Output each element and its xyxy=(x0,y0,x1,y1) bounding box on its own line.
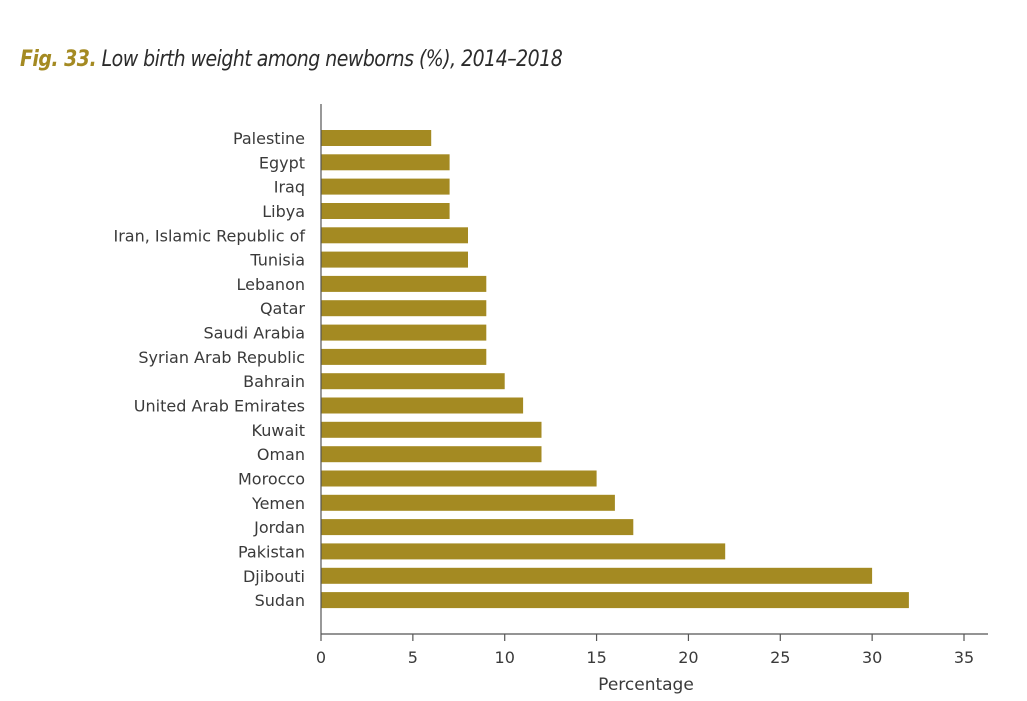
category-label: Bahrain xyxy=(243,372,305,391)
x-tick-label: 20 xyxy=(678,648,698,667)
category-labels-group: Palestine Egypt Iraq Libya Iran, Islamic Rep… xyxy=(113,129,305,610)
x-axis-label: Percentage xyxy=(598,675,694,695)
bar-syrian-arab-republic xyxy=(321,348,487,365)
x-ticks-group: 0 5 10 15 20 25 30 35 xyxy=(316,634,974,667)
category-label: Tunisia xyxy=(249,251,305,270)
category-label: Qatar xyxy=(260,299,305,318)
category-label: Iran, Islamic Republic of xyxy=(113,226,305,245)
bar-kuwait xyxy=(321,421,542,438)
category-label: Kuwait xyxy=(252,421,305,440)
figure-label: Fig. 33. xyxy=(20,47,97,72)
bar-united-arab-emirates xyxy=(321,397,524,414)
category-label: Lebanon xyxy=(236,275,305,294)
x-tick-label: 0 xyxy=(316,648,326,667)
category-label: Palestine xyxy=(233,129,305,148)
category-label: Egypt xyxy=(259,153,305,172)
category-label: United Arab Emirates xyxy=(134,397,305,416)
x-tick-label: 10 xyxy=(495,648,515,667)
category-label: Jordan xyxy=(253,518,305,537)
bar-oman xyxy=(321,446,542,463)
figure-title-text: Low birth weight among newborns (%), 201… xyxy=(101,47,563,72)
bar-djibouti xyxy=(321,567,873,584)
bar-qatar xyxy=(321,300,487,317)
category-label: Iraq xyxy=(274,178,305,197)
bar-iran-islamic-republic-of xyxy=(321,227,468,244)
x-tick-label: 5 xyxy=(408,648,418,667)
bar-libya xyxy=(321,203,450,219)
bars-group xyxy=(321,130,909,609)
bar-yemen xyxy=(321,494,615,511)
bar-pakistan xyxy=(321,543,726,560)
bar-lebanon xyxy=(321,275,487,292)
x-tick-label: 35 xyxy=(954,648,974,667)
category-label: Djibouti xyxy=(243,567,305,586)
bar-bahrain xyxy=(321,373,505,390)
bar-iraq xyxy=(321,178,450,195)
bar-palestine xyxy=(321,130,432,146)
category-label: Yemen xyxy=(251,494,305,513)
x-tick-label: 30 xyxy=(862,648,882,667)
category-label: Libya xyxy=(262,202,305,221)
bar-saudi-arabia xyxy=(321,324,487,341)
bar-egypt xyxy=(321,154,450,171)
bar-sudan xyxy=(321,592,909,609)
x-tick-label: 15 xyxy=(586,648,606,667)
category-label: Sudan xyxy=(255,591,305,610)
category-label: Saudi Arabia xyxy=(203,324,305,343)
bar-tunisia xyxy=(321,251,468,268)
category-label: Oman xyxy=(257,445,305,464)
category-label: Morocco xyxy=(238,470,305,489)
category-label: Pakistan xyxy=(238,542,305,561)
x-tick-label: 25 xyxy=(770,648,790,667)
chart-title: Fig. 33. Low birth weight among newborns… xyxy=(20,47,563,72)
bar-morocco xyxy=(321,470,597,487)
category-label: Syrian Arab Republic xyxy=(138,348,305,367)
bar-jordan xyxy=(321,519,634,536)
